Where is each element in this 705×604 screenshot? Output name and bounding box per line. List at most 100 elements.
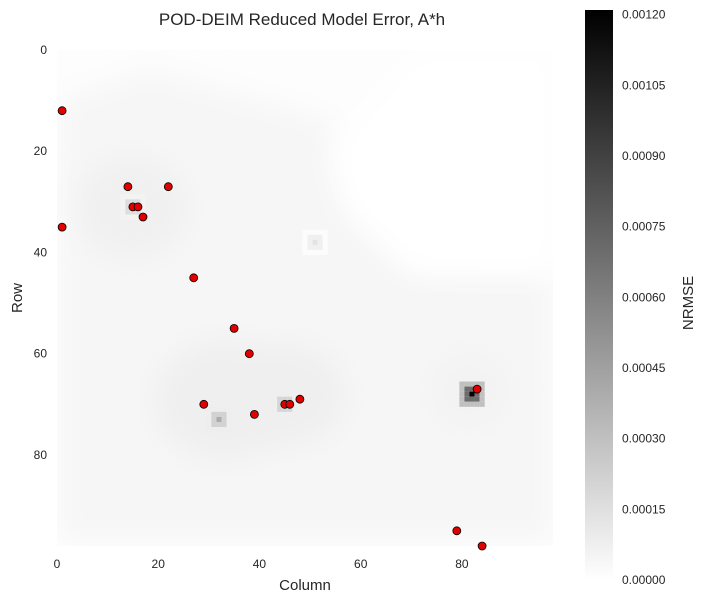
heatmap-cell — [474, 381, 480, 387]
heatmap-cell — [216, 411, 222, 417]
heatmap-cell — [221, 422, 227, 428]
chart-title: POD-DEIM Reduced Model Error, A*h — [159, 10, 445, 29]
heatmap-cell — [459, 396, 465, 402]
scatter-point — [57, 106, 67, 116]
heatmap-cell — [292, 391, 298, 397]
heatmap-cell — [120, 199, 126, 205]
heatmap-cell — [206, 411, 212, 417]
colorbar-tick-label: 0.00030 — [622, 432, 666, 446]
heatmap-cell — [221, 427, 227, 433]
heatmap-cell — [282, 391, 288, 397]
heatmap-cell — [464, 386, 470, 392]
heatmap-cell — [479, 401, 485, 407]
heatmap-cell — [140, 209, 146, 215]
heatmap-cell — [464, 396, 470, 402]
colorbar: 0.00000 0.00015 0.00030 0.00045 0.00060 0.000… — [585, 8, 697, 587]
heatmap-cell — [302, 244, 308, 250]
heatmap-cell — [307, 244, 313, 250]
heatmap-cell — [120, 194, 126, 200]
colorbar-tick-label: 0.00075 — [622, 220, 666, 234]
heatmap-cell — [322, 239, 328, 245]
scatter-point — [199, 399, 209, 409]
heatmap-cell — [206, 406, 212, 412]
heatmap-cell — [140, 199, 146, 205]
heatmap-cell — [459, 401, 465, 407]
heatmap-cell — [317, 244, 323, 250]
scatter-point — [452, 526, 462, 536]
heatmap-cell — [302, 229, 308, 235]
heatmap-cell — [464, 381, 470, 387]
heatmap-cell — [125, 194, 131, 200]
heatmap-cell — [125, 204, 131, 210]
heatmap-cell — [302, 249, 308, 255]
heatmap-cell — [469, 396, 475, 402]
heatmap-cell — [322, 234, 328, 240]
heatmap-cell — [474, 401, 480, 407]
heatmap-cell — [322, 249, 328, 255]
heatmap-cell — [221, 406, 227, 412]
heatmap-cell — [272, 396, 278, 402]
heatmap-cell — [135, 199, 141, 205]
heatmap-hotspots — [120, 194, 485, 433]
heatmap-cell — [322, 229, 328, 235]
heatmap-cell — [216, 416, 222, 422]
heatmap-cell — [312, 249, 318, 255]
heatmap-cell — [292, 396, 298, 402]
scatter-point — [244, 349, 254, 359]
heatmap-cell — [206, 416, 212, 422]
heatmap-cell — [474, 391, 480, 397]
y-axis-label: Row — [9, 283, 26, 313]
heatmap-cell — [277, 396, 283, 402]
heatmap-cell — [272, 411, 278, 417]
scatter-point — [57, 222, 67, 232]
heatmap-cell — [312, 234, 318, 240]
heatmap-area — [57, 50, 553, 546]
heatmap-cell — [226, 411, 232, 417]
colorbar-label: NRMSE — [680, 276, 697, 330]
heatmap-cell — [317, 249, 323, 255]
heatmap-cell — [282, 406, 288, 412]
heatmap-cell — [226, 422, 232, 428]
x-tick-label: 60 — [354, 557, 368, 571]
x-tick-label: 0 — [54, 557, 61, 571]
heatmap-cell — [479, 381, 485, 387]
heatmap-cell — [302, 234, 308, 240]
heatmap-cell — [287, 396, 293, 402]
scatter-point — [138, 212, 148, 222]
scatter-point — [189, 273, 199, 283]
colorbar-tick-label: 0.00045 — [622, 361, 666, 375]
heatmap-cell — [140, 194, 146, 200]
heatmap-cell — [307, 249, 313, 255]
heatmap-cell — [317, 229, 323, 235]
heatmap-cell — [469, 386, 475, 392]
colorbar-tick-label: 0.00015 — [622, 502, 666, 516]
y-tick-label: 20 — [34, 144, 48, 158]
scatter-point — [249, 409, 259, 419]
heatmap-cell — [216, 406, 222, 412]
colorbar-tick-label: 0.00060 — [622, 290, 666, 304]
heatmap-cell — [464, 401, 470, 407]
heatmap-cell — [135, 209, 141, 215]
heatmap-cell — [226, 406, 232, 412]
heatmap-cell — [130, 199, 136, 205]
heatmap-cell — [469, 381, 475, 387]
heatmap-cell — [125, 199, 131, 205]
heatmap-cell — [317, 239, 323, 245]
heatmap-cell — [226, 427, 232, 433]
heatmap-cell — [211, 427, 217, 433]
scatter-point — [472, 384, 482, 394]
heatmap-cell — [125, 209, 131, 215]
y-tick-label: 40 — [34, 245, 48, 259]
heatmap-cell — [479, 391, 485, 397]
scatter-point — [123, 182, 133, 192]
heatmap-cell — [130, 209, 136, 215]
heatmap-cell — [287, 391, 293, 397]
heatmap-cell — [464, 391, 470, 397]
heatmap-cell — [277, 391, 283, 397]
heatmap-cell — [211, 406, 217, 412]
heatmap-cell — [130, 194, 136, 200]
heatmap-cell — [459, 381, 465, 387]
heatmap-cell — [206, 427, 212, 433]
scatter-point — [229, 323, 239, 333]
